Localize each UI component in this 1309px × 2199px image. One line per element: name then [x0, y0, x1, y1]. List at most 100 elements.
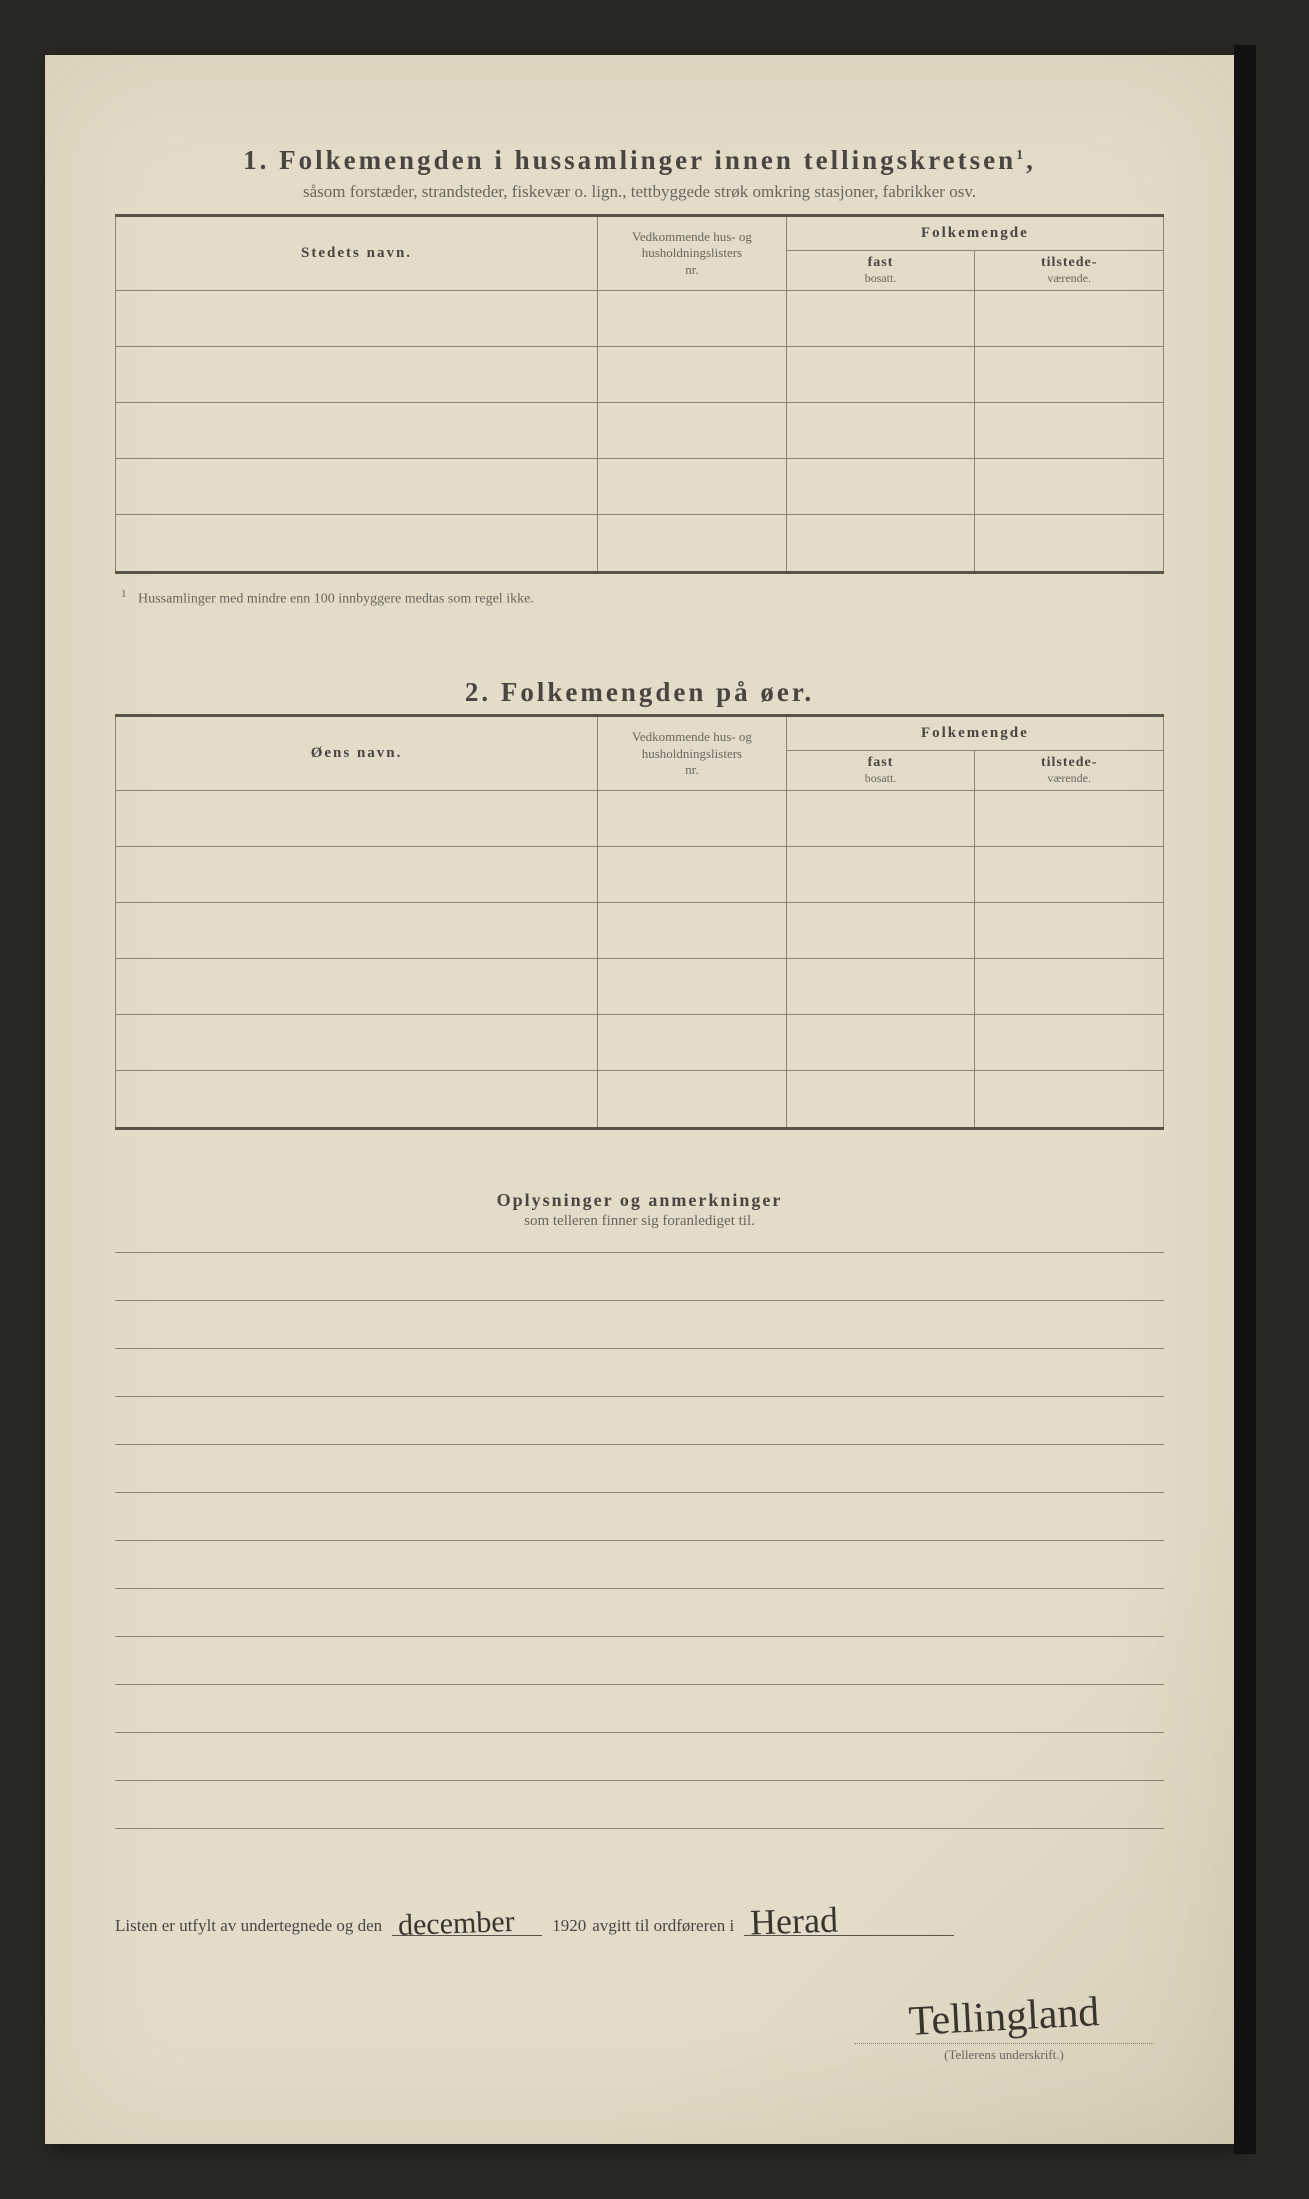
section1-num: 1. [243, 145, 269, 175]
ruled-line [115, 1301, 1164, 1349]
table-cell [786, 347, 975, 403]
table-row [116, 403, 1164, 459]
table-row [116, 347, 1164, 403]
table-row [116, 791, 1164, 847]
signoff-pre: Listen er utfylt av undertegnede og den [115, 1916, 382, 1936]
section2-title-text: Folkemengden på øer. [501, 677, 814, 707]
col-fast: fast bosatt. [786, 251, 975, 291]
table-cell [975, 847, 1164, 903]
signature-caption: (Tellerens underskrift.) [944, 2047, 1064, 2062]
section1-title: 1. Folkemengden i hussamlinger innen tel… [115, 145, 1164, 176]
table-cell [116, 291, 598, 347]
section1-subtitle: såsom forstæder, strandsteder, fiskevær … [115, 182, 1164, 202]
table-cell [975, 1015, 1164, 1071]
table-cell [786, 515, 975, 571]
table-cell [116, 403, 598, 459]
section2-title: 2. Folkemengden på øer. [115, 677, 1164, 708]
date-handwritten: december [398, 1907, 516, 1941]
table-cell [786, 903, 975, 959]
table-cell [116, 515, 598, 571]
table-row [116, 847, 1164, 903]
table-row [116, 1071, 1164, 1127]
table-cell [116, 347, 598, 403]
section2-num: 2. [465, 677, 491, 707]
date-blank: december [392, 1914, 542, 1936]
table-cell [116, 791, 598, 847]
table-row [116, 291, 1164, 347]
section2: 2. Folkemengden på øer. Øens navn. Vedko… [115, 677, 1164, 1130]
section1-body [116, 291, 1164, 571]
table-cell [786, 1071, 975, 1127]
table-cell [116, 847, 598, 903]
place-handwritten: Herad [750, 1901, 839, 1940]
remarks-lines [115, 1252, 1164, 1829]
table-cell [786, 291, 975, 347]
table-cell [975, 903, 1164, 959]
table-cell [786, 459, 975, 515]
col-til: tilstede- værende. [975, 251, 1164, 291]
section1-table-wrap: Stedets navn. Vedkommende hus- og hushol… [115, 214, 1164, 574]
table-cell [975, 959, 1164, 1015]
table-cell [598, 1071, 787, 1127]
remarks: Oplysninger og anmerkninger som telleren… [115, 1190, 1164, 1829]
table-row [116, 459, 1164, 515]
signoff-year: 1920 [552, 1916, 586, 1936]
section1-title-sup: 1 [1016, 148, 1026, 163]
place-blank: Herad [744, 1914, 954, 1936]
section1-table: Stedets navn. Vedkommende hus- og hushol… [115, 217, 1164, 571]
ruled-line [115, 1781, 1164, 1829]
ruled-line [115, 1397, 1164, 1445]
table-cell [598, 459, 787, 515]
section2-table: Øens navn. Vedkommende hus- og husholdni… [115, 717, 1164, 1127]
table-cell [598, 903, 787, 959]
table-row [116, 515, 1164, 571]
table-cell [975, 347, 1164, 403]
table-cell [975, 1071, 1164, 1127]
table-cell [116, 1071, 598, 1127]
table-cell [598, 791, 787, 847]
col-til: tilstede- værende. [975, 751, 1164, 791]
table-cell [786, 1015, 975, 1071]
table-cell [116, 1015, 598, 1071]
ruled-line [115, 1589, 1164, 1637]
col-fast: fast bosatt. [786, 751, 975, 791]
col-name: Stedets navn. [116, 217, 598, 291]
signature: Tellingland [853, 1985, 1155, 2049]
table-cell [786, 847, 975, 903]
scan-frame: 1. Folkemengden i hussamlinger innen tel… [0, 0, 1309, 2199]
col-name: Øens navn. [116, 717, 598, 791]
table-cell [786, 791, 975, 847]
table-cell [975, 791, 1164, 847]
table-cell [598, 291, 787, 347]
table-cell [116, 459, 598, 515]
table-cell [598, 959, 787, 1015]
signoff-sentence: Listen er utfylt av undertegnede og den … [115, 1914, 1164, 1936]
ruled-line [115, 1733, 1164, 1781]
table-cell [598, 847, 787, 903]
col-folke: Folkemengde [786, 217, 1163, 251]
table-cell [116, 959, 598, 1015]
section1-footnote: 1 Hussamlinger med mindre enn 100 innbyg… [121, 588, 1164, 608]
section2-table-wrap: Øens navn. Vedkommende hus- og husholdni… [115, 714, 1164, 1130]
section2-body [116, 791, 1164, 1127]
table-cell [975, 403, 1164, 459]
ruled-line [115, 1637, 1164, 1685]
ruled-line [115, 1445, 1164, 1493]
paper-sheet: 1. Folkemengden i hussamlinger innen tel… [45, 55, 1234, 2144]
signoff-mid: avgitt til ordføreren i [592, 1916, 734, 1936]
signoff: Listen er utfylt av undertegnede og den … [115, 1914, 1164, 2064]
table-cell [116, 903, 598, 959]
ruled-line [115, 1349, 1164, 1397]
col-ref: Vedkommende hus- og husholdningslisters … [598, 717, 787, 791]
table-cell [786, 959, 975, 1015]
table-cell [598, 1015, 787, 1071]
ruled-line [115, 1253, 1164, 1301]
signature-block: Tellingland (Tellerens underskrift.) [854, 1993, 1154, 2064]
ruled-line [115, 1685, 1164, 1733]
col-folke: Folkemengde [786, 717, 1163, 751]
table-cell [598, 515, 787, 571]
remarks-title: Oplysninger og anmerkninger [115, 1190, 1164, 1211]
table-row [116, 903, 1164, 959]
table-cell [975, 459, 1164, 515]
table-cell [786, 403, 975, 459]
